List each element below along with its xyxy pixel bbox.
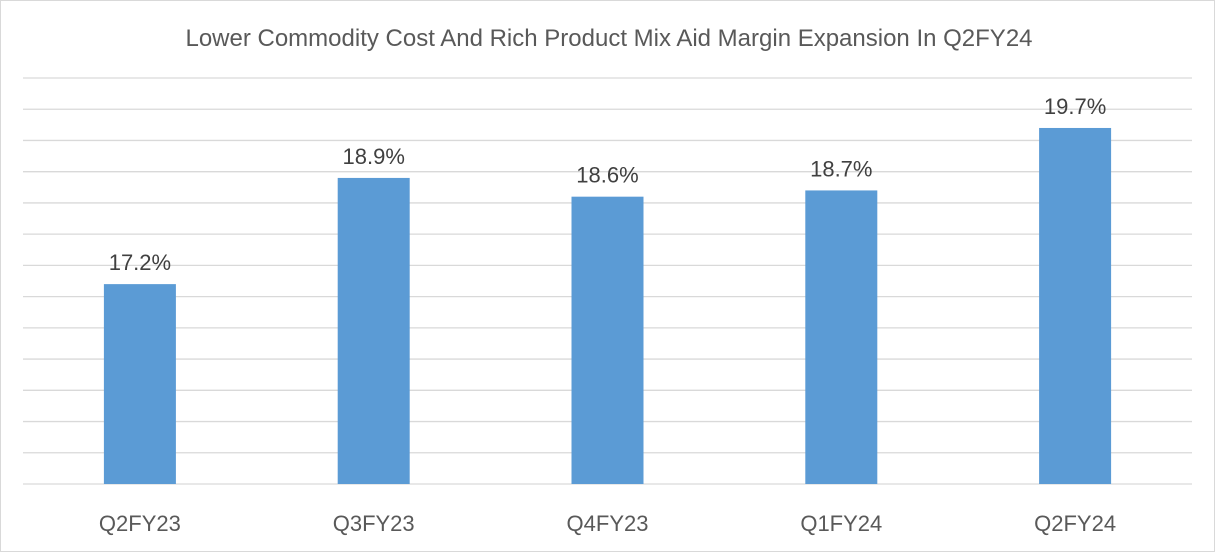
x-tick-label: Q4FY23 [567, 511, 649, 536]
bar-series [103, 127, 1112, 484]
data-label: 18.6% [576, 163, 638, 188]
x-tick-label: Q3FY23 [333, 511, 415, 536]
chart-title: Lower Commodity Cost And Rich Product Mi… [185, 25, 1032, 52]
data-label: 18.7% [810, 156, 872, 181]
x-tick-label: Q1FY24 [800, 511, 882, 536]
bar-q2fy23 [103, 284, 176, 484]
bar-q4fy23 [571, 196, 644, 484]
x-axis-tick-labels: Q2FY23 Q3FY23 Q4FY23 Q1FY24 Q2FY24 [99, 511, 1116, 536]
data-label: 17.2% [109, 250, 171, 275]
data-label: 18.9% [343, 144, 405, 169]
data-labels: 17.2% 18.9% 18.6% 18.7% 19.7% [109, 94, 1107, 275]
data-label: 19.7% [1044, 94, 1106, 119]
x-tick-label: Q2FY23 [99, 511, 181, 536]
x-tick-label: Q2FY24 [1034, 511, 1116, 536]
bar-q1fy24 [805, 190, 878, 484]
bar-q2fy24 [1039, 127, 1112, 484]
bar-q3fy23 [337, 177, 410, 484]
